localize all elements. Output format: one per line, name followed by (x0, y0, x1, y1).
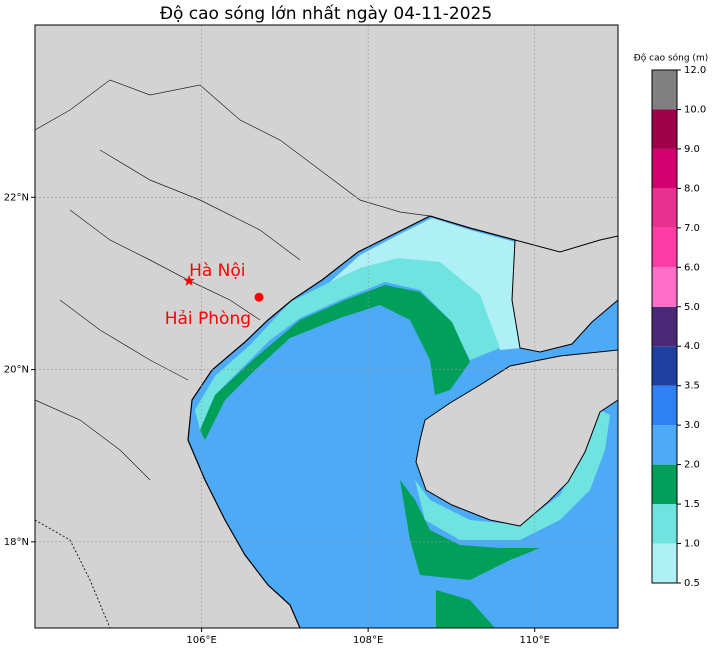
borders (34, 79, 431, 481)
city-label: Hải Phòng (165, 309, 251, 329)
y-tick-label: 18°N (4, 537, 29, 548)
colorbar-tick-label: 3.0 (684, 420, 700, 431)
x-tick-label: 106°E (186, 635, 216, 646)
colorbar-segment (652, 346, 677, 386)
x-tick-label: 110°E (520, 635, 550, 646)
colorbar-segment (652, 543, 677, 583)
title: Độ cao sóng lớn nhất ngày 04-11-2025 (160, 3, 492, 24)
colorbar-segment (652, 464, 677, 505)
colorbar-segment (652, 385, 677, 426)
national-border (34, 519, 111, 629)
colorbar-segment (652, 425, 677, 465)
colorbar-tick-label: 2.0 (684, 460, 700, 471)
city-marker (183, 274, 195, 286)
colorbar-tick-label: 8.0 (684, 183, 700, 194)
leizhou (511, 235, 619, 353)
x-tick-label: 108°E (353, 635, 383, 646)
colorbar-segment (652, 70, 677, 110)
colorbar-tick-label: 1.0 (684, 539, 700, 550)
y-tick-label: 20°N (4, 365, 29, 376)
coastline (187, 215, 516, 629)
wave-band-cyan-south (415, 410, 610, 540)
colorbar-segment (652, 227, 677, 268)
colorbar-tick-label: 1.5 (684, 499, 700, 510)
colorbar-tick-label: 3.5 (684, 381, 700, 392)
wave-band-light (330, 218, 520, 350)
colorbar-tick-label: 12.0 (684, 65, 706, 76)
colorbar-frame (651, 69, 678, 584)
colorbar-tick-label: 0.5 (684, 578, 700, 589)
city-marker (254, 292, 264, 302)
city-label: Hà Nội (189, 261, 245, 281)
map (34, 25, 619, 629)
wave-band-green-south (400, 480, 540, 628)
colorbar-tick-label: 6.0 (684, 262, 700, 273)
colorbar-tick-label: 5.0 (684, 302, 700, 313)
map-frame (34, 24, 619, 629)
y-tick-label: 22°N (4, 192, 29, 203)
colorbar-tick-label: 4.0 (684, 341, 700, 352)
colorbar-segment (652, 109, 677, 149)
colorbar-tick-label: 7.0 (684, 223, 700, 234)
colorbar-segment (652, 188, 677, 228)
colorbar-tick-label: 9.0 (684, 144, 700, 155)
wave-band-cyan (195, 258, 500, 430)
colorbar-segment (652, 306, 677, 347)
colorbar-segment (652, 504, 677, 544)
colorbar-label: Độ cao sóng (m) (634, 53, 708, 64)
colorbar-segment (652, 267, 677, 307)
colorbar-tick-label: 10.0 (684, 104, 706, 115)
wave-band-green (200, 285, 470, 440)
hainan (415, 349, 619, 527)
colorbar-segment (652, 148, 677, 189)
